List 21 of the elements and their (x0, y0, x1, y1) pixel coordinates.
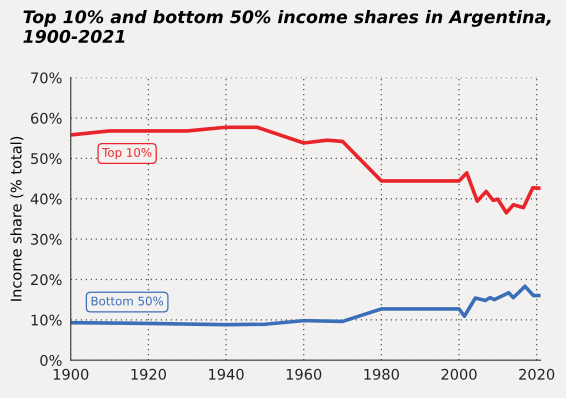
y-tick-label: 50% (31, 153, 62, 164)
y-tick-label: 30% (31, 234, 62, 245)
series-label: Top 10% (102, 148, 152, 160)
y-tick-label: 0% (40, 354, 62, 366)
chart-title: Top 10% and bottom 50% income shares in Argentina, 1900-2021 (23, 10, 551, 43)
y-tick-label: 70% (31, 72, 62, 84)
x-tick-label: 1900 (54, 368, 88, 380)
y-tick-label: 40% (30, 193, 62, 204)
x-tick-label: 2020 (519, 368, 554, 380)
x-tick-label: 1920 (131, 368, 166, 380)
line-series (70, 284, 541, 326)
x-tick-label: 2000 (442, 368, 477, 380)
y-axis-title: Income share (% total) (10, 136, 24, 301)
line-series (70, 125, 541, 215)
x-tick-label: 1960 (286, 368, 322, 380)
x-tick-label: 1940 (209, 368, 244, 380)
y-tick-label: 20% (31, 274, 62, 286)
series-label: Bottom 50% (92, 296, 164, 306)
y-tick-label: 10% (32, 314, 62, 326)
y-tick-label: 60% (31, 112, 62, 124)
x-tick-label: 1980 (364, 368, 399, 380)
